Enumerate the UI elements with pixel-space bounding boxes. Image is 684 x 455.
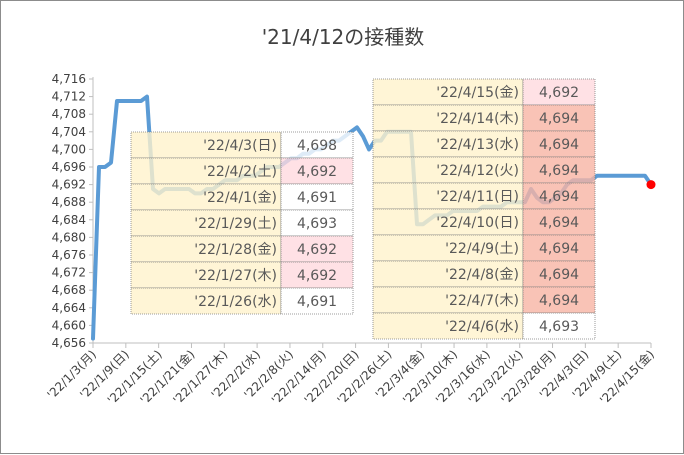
data-tables: '22/4/3(日) 4,698 '22/4/2(土) 4,692 '22/4/1(金)… — [131, 79, 595, 339]
y-tick-label: 4,704 — [52, 125, 86, 139]
value-label: 4,692 — [297, 242, 337, 258]
y-tick-label: 4,660 — [52, 318, 86, 332]
table-row: '22/1/29(土) 4,693 — [131, 210, 353, 236]
date-label: '22/1/28(金) — [194, 242, 277, 258]
x-axis-ticks: '22/1/3(月)'22/1/9(日)'22/1/15(土)'22/1/21(… — [44, 343, 657, 407]
table-row: '22/4/8(金) 4,694 — [373, 261, 595, 287]
data-table: '22/4/15(金)4,692'22/4/14(木)4,694'22/4/13… — [373, 79, 595, 339]
y-tick-label: 4,664 — [52, 301, 86, 315]
value-label: 4,694 — [539, 189, 579, 205]
date-label: '22/1/29(土) — [194, 216, 277, 232]
value-label: 4,692 — [297, 164, 337, 180]
value-label: 4,693 — [297, 216, 337, 232]
table-row: '22/4/11(日) 4,694 — [373, 183, 595, 209]
date-label: '22/4/6(水) — [445, 319, 519, 335]
table-row: '22/4/1(金) 4,691 — [131, 184, 353, 210]
value-label: 4,694 — [539, 241, 579, 257]
y-tick-label: 4,680 — [52, 230, 86, 244]
y-tick-label: 4,700 — [52, 142, 86, 156]
value-label: 4,694 — [539, 267, 579, 283]
y-tick-label: 4,696 — [52, 160, 86, 174]
date-label: '22/4/3(日) — [203, 138, 277, 154]
date-label: '22/4/7(木) — [445, 293, 519, 309]
table-row: '22/4/10(日) 4,694 — [373, 209, 595, 235]
value-label: 4,698 — [297, 138, 337, 154]
date-label: '22/4/13(水) — [436, 137, 519, 153]
y-tick-label: 4,656 — [52, 336, 86, 350]
date-label: '22/4/10(日) — [436, 215, 519, 231]
data-table: '22/4/3(日) 4,698 '22/4/2(土) 4,692 '22/4/1(金)… — [131, 132, 353, 314]
value-label: 4,694 — [539, 163, 579, 179]
value-label: 4,692 — [539, 85, 579, 101]
table-row: '22/1/26(水) 4,691 — [131, 288, 353, 314]
date-label: '22/4/2(土) — [203, 164, 277, 180]
date-label: '22/4/12(火) — [436, 163, 519, 179]
date-label: '22/4/8(金) — [445, 267, 519, 283]
table-row: '22/4/6(水) 4,693 — [373, 313, 595, 339]
last-point — [647, 180, 656, 189]
table-row: '22/4/2(土) 4,692 — [131, 158, 353, 184]
table-row: '22/4/15(金) 4,692 — [373, 79, 595, 105]
table-row: '22/4/14(木) 4,694 — [373, 105, 595, 131]
value-label: 4,691 — [297, 294, 337, 310]
y-tick-label: 4,684 — [52, 213, 86, 227]
table-row: '22/1/28(金) 4,692 — [131, 236, 353, 262]
y-tick-label: 4,676 — [52, 248, 86, 262]
chart-title: '21/4/12の接種数 — [262, 25, 425, 49]
y-tick-label: 4,672 — [52, 266, 86, 280]
date-label: '22/4/1(金) — [203, 190, 277, 206]
table-row: '22/1/27(木) 4,692 — [131, 262, 353, 288]
value-label: 4,694 — [539, 293, 579, 309]
date-label: '22/1/26(水) — [194, 294, 277, 310]
table-row: '22/4/7(木) 4,694 — [373, 287, 595, 313]
last-point-marker — [647, 180, 656, 189]
date-label: '22/4/15(金) — [436, 85, 519, 101]
value-label: 4,693 — [539, 319, 579, 335]
y-axis-ticks: 4,656 4,660 4,664 4,668 4,672 4,676 4,680 4,684… — [52, 72, 93, 350]
y-tick-label: 4,712 — [52, 90, 86, 104]
table-row: '22/4/9(土) 4,694 — [373, 235, 595, 261]
y-tick-label: 4,716 — [52, 72, 86, 86]
y-tick-label: 4,668 — [52, 283, 86, 297]
value-label: 4,694 — [539, 137, 579, 153]
date-label: '22/4/14(木) — [436, 111, 519, 127]
table-row: '22/4/12(火) 4,694 — [373, 157, 595, 183]
y-tick-label: 4,692 — [52, 178, 86, 192]
table-row: '22/4/3(日) 4,698 — [131, 132, 353, 158]
y-tick-label: 4,708 — [52, 107, 86, 121]
date-label: '22/1/27(木) — [194, 268, 277, 284]
date-label: '22/4/11(日) — [436, 189, 519, 205]
table-row: '22/4/13(水) 4,694 — [373, 131, 595, 157]
value-label: 4,691 — [297, 190, 337, 206]
value-label: 4,692 — [297, 268, 337, 284]
y-tick-label: 4,688 — [52, 195, 86, 209]
value-label: 4,694 — [539, 111, 579, 127]
value-label: 4,694 — [539, 215, 579, 231]
date-label: '22/4/9(土) — [445, 241, 519, 257]
